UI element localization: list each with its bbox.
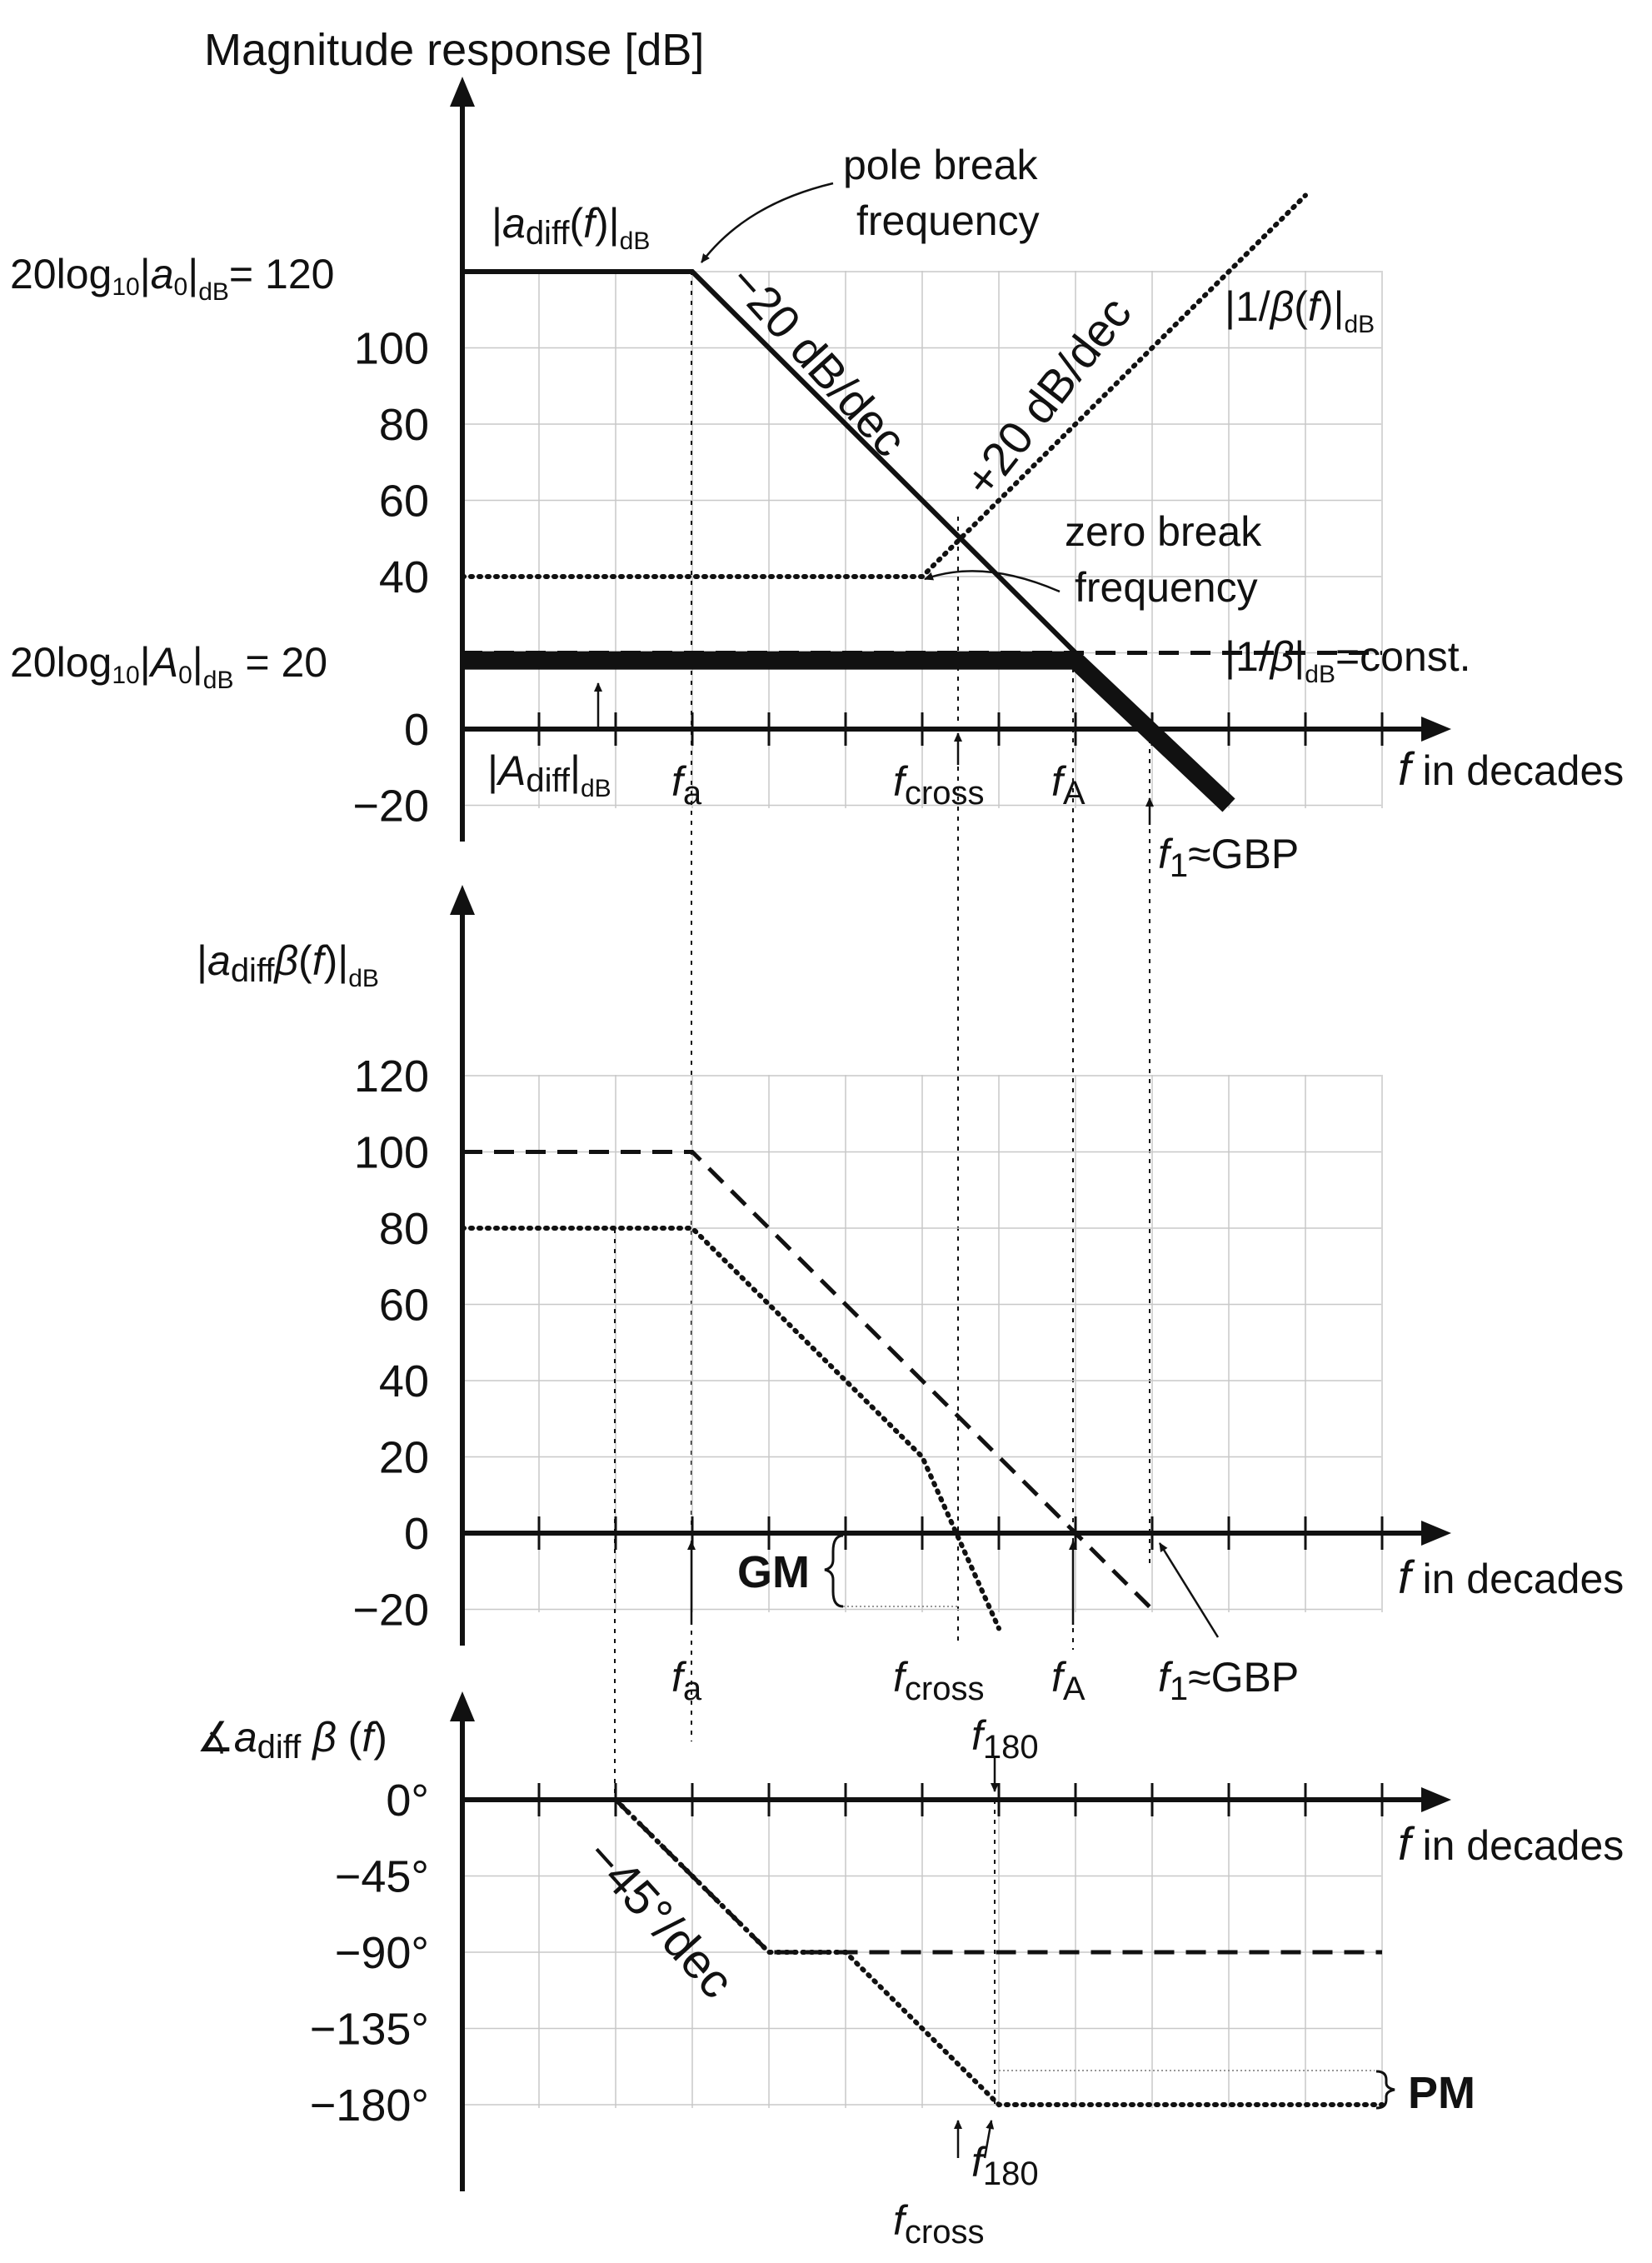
a0-tick-label: 20log10|a0|dB= 120	[10, 251, 334, 306]
gm-bracket	[824, 1534, 844, 1608]
phase-ylabel: ∡adiff β (f)	[197, 1714, 387, 1766]
magnitude-x-arrowhead	[1421, 717, 1451, 742]
gm-label: GM	[737, 1547, 810, 1597]
y-tick-label: −20	[352, 1586, 429, 1636]
y-tick-label: 60	[379, 477, 429, 527]
series-line-dotted	[460, 192, 1308, 579]
zero-break-arrow	[924, 570, 1061, 593]
A0-tick-label: 20log10|A0|dB = 20	[10, 639, 327, 694]
magnitude-y-arrowhead	[450, 77, 475, 107]
Adiff-label: |Adiff|dB	[487, 747, 611, 802]
zero-break-label-1: zero break	[1065, 508, 1262, 555]
series-line-dashed	[614, 1798, 1382, 1955]
const-label: |1/β|dB=const.	[1225, 633, 1471, 688]
y-tick-label: −45°	[335, 1852, 429, 1902]
phase-y-tick-labels: 0° −45° −90° −135° −180°	[310, 1776, 429, 2131]
loop-gain-series	[460, 1150, 1154, 1631]
loop-gain-y-tick-labels: −20 0 20 40 60 80 100 120	[352, 1052, 429, 1636]
series-line-dotted	[613, 1797, 1385, 2107]
phase-x-arrowhead	[1421, 1787, 1451, 1812]
y-tick-label: 80	[379, 1204, 429, 1254]
phase-slope-label: −45°/dec	[575, 1829, 744, 2008]
y-tick-label: 100	[354, 1128, 429, 1178]
y-tick-label: −180°	[310, 2081, 429, 2131]
series-line-dotted	[460, 1226, 1001, 1631]
y-tick-label: −20	[352, 782, 429, 832]
slope-up-label: +20 dB/dec	[954, 287, 1141, 506]
fA-label-2: fA	[1051, 1654, 1086, 1707]
y-tick-label: 100	[354, 324, 429, 374]
y-tick-label: −135°	[310, 2005, 429, 2055]
f180-arrow-3	[983, 2120, 995, 2159]
f180-label-top: f180	[971, 1712, 1039, 1766]
y-tick-label: 40	[379, 552, 429, 602]
y-tick-label: 40	[379, 1356, 429, 1406]
phase-series	[613, 1797, 1385, 2107]
magnitude-panel: Magnitude response [dB] −20 0 40 60 80 100 20…	[10, 25, 1624, 1741]
y-tick-label: 80	[379, 400, 429, 450]
pole-break-label-1: pole break	[843, 142, 1038, 188]
magnitude-y-tick-labels: −20 0 40 60 80 100	[352, 324, 429, 832]
loop-gain-x-arrowhead	[1421, 1521, 1451, 1546]
fcross-label-1: fcross	[893, 758, 984, 812]
y-tick-label: 0	[404, 1509, 429, 1559]
f1-label-1: f1≈GBP	[1158, 831, 1299, 884]
fA-label-1: fA	[1051, 758, 1086, 812]
inv-beta-f-label: |1/β(f)|dB	[1225, 283, 1375, 338]
fcross-label-2: fcross	[893, 1654, 984, 1707]
loop-gain-y-arrowhead	[450, 885, 475, 915]
fcross-label-bottom: fcross	[893, 2197, 984, 2251]
zero-break-label-2: frequency	[1075, 564, 1258, 611]
pm-label: PM	[1408, 2068, 1475, 2118]
slope-down-label: −20 dB/dec	[719, 255, 916, 467]
x-axis-label-2: f in decades	[1398, 1551, 1624, 1603]
f180-label-bottom: f180	[971, 2139, 1039, 2192]
series-line-dashed	[462, 1150, 1154, 1611]
series-line-thick	[462, 651, 1235, 812]
x-axis-label-3: f in decades	[1398, 1817, 1624, 1870]
x-axis-label-1: f in decades	[1398, 742, 1624, 795]
fa-label-1: fa	[671, 758, 702, 812]
loop-gain-ylabel: |adiffβ(f)|dB	[197, 937, 379, 992]
loop-gain-panel: |adiffβ(f)|dB −20 0 20 40 60 80 100 120 GM fa f…	[197, 885, 1624, 1792]
y-tick-label: 0°	[386, 1776, 429, 1826]
adiff-series-label: |adiff(f)|dB	[492, 200, 650, 255]
y-tick-label: 60	[379, 1281, 429, 1331]
pole-break-arrow	[701, 182, 834, 263]
y-tick-label: 120	[354, 1052, 429, 1102]
pm-bracket	[1375, 2070, 1395, 2110]
y-tick-label: 20	[379, 1433, 429, 1483]
f1-label-2: f1≈GBP	[1158, 1654, 1299, 1707]
magnitude-title: Magnitude response [dB]	[204, 25, 704, 75]
pole-break-label-2: frequency	[856, 197, 1040, 244]
f1-arrow-2	[1158, 1542, 1220, 1638]
fa-label-2: fa	[671, 1654, 702, 1707]
y-tick-label: 0	[404, 705, 429, 755]
y-tick-label: −90°	[335, 1928, 429, 1978]
phase-y-arrowhead	[450, 1691, 475, 1721]
